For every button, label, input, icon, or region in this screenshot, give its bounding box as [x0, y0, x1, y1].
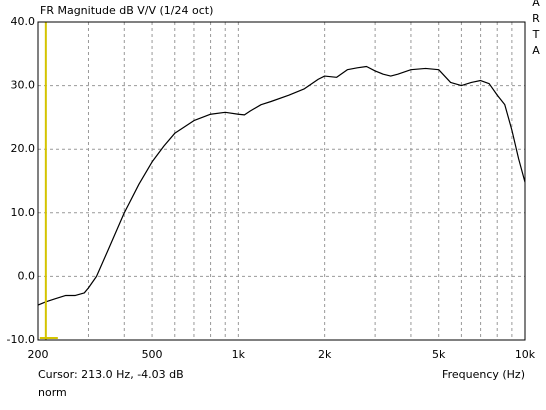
y-tick-label: 40.0 — [11, 15, 36, 28]
x-tick-label: 5k — [432, 348, 446, 361]
side-label: ARTA — [530, 0, 543, 60]
x-tick-label: 1k — [232, 348, 246, 361]
y-tick-label: 30.0 — [11, 79, 36, 92]
response-curve — [37, 65, 526, 306]
x-tick-label: 2k — [318, 348, 332, 361]
x-tick-label: 200 — [28, 348, 49, 361]
cursor-readout: Cursor: 213.0 Hz, -4.03 dB — [38, 368, 184, 381]
x-axis-label: Frequency (Hz) — [442, 368, 525, 381]
y-tick-label: 10.0 — [11, 206, 36, 219]
y-tick-label: 0.0 — [18, 269, 36, 282]
y-tick-label: -10.0 — [7, 333, 35, 346]
x-tick-label: 10k — [515, 348, 536, 361]
plot-frame — [37, 21, 526, 341]
chart-title: FR Magnitude dB V/V (1/24 oct) — [40, 4, 213, 17]
y-tick-label: 20.0 — [11, 142, 36, 155]
x-tick-label: 500 — [142, 348, 163, 361]
mode-label: norm — [38, 386, 67, 399]
